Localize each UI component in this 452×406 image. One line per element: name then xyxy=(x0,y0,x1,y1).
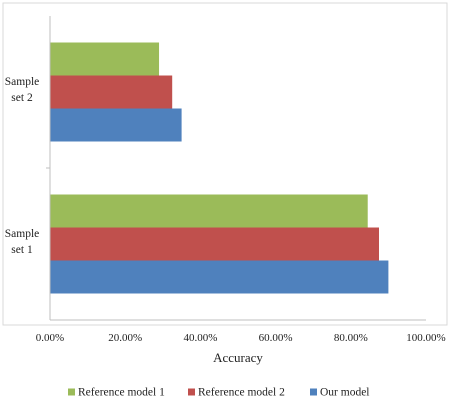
legend-entry-label: Reference model 2 xyxy=(198,387,285,399)
legend-entry-label: Our model xyxy=(320,387,370,399)
x-tick-label: 60.00% xyxy=(259,332,293,344)
legend-swatch xyxy=(188,388,195,396)
legend-swatch xyxy=(68,388,75,396)
bar-our-model-sample-set-1 xyxy=(50,260,389,294)
bar-reference-model-2-sample-set-2 xyxy=(50,75,173,109)
x-tick-labels: 0.00% 20.00% 40.00% 60.00% 80.00% 100.00% xyxy=(36,332,446,344)
legend-swatch xyxy=(310,388,317,396)
plot-frame xyxy=(2,2,448,326)
x-tick-label: 40.00% xyxy=(183,332,217,344)
legend: Reference model 1 Reference model 2 Our mo… xyxy=(68,387,370,399)
bars-group xyxy=(50,42,389,294)
bar-our-model-sample-set-2 xyxy=(50,108,182,142)
x-tick-label: 20.00% xyxy=(108,332,142,344)
bar-reference-model-2-sample-set-1 xyxy=(50,227,379,261)
axes-group xyxy=(46,16,426,321)
category-labels: Sample set 2 Sample set 1 xyxy=(5,76,40,256)
category-label: Sample set 1 xyxy=(5,228,40,256)
bar-reference-model-1-sample-set-1 xyxy=(50,194,368,228)
bar-reference-model-1-sample-set-2 xyxy=(50,42,160,76)
x-tick-label: 0.00% xyxy=(36,332,64,344)
category-label: Sample set 2 xyxy=(5,76,40,104)
x-tick-label: 80.00% xyxy=(334,332,368,344)
x-axis-title: Accuracy xyxy=(213,350,263,365)
legend-entry-label: Reference model 1 xyxy=(78,387,165,399)
x-tick-label: 100.00% xyxy=(406,332,445,344)
